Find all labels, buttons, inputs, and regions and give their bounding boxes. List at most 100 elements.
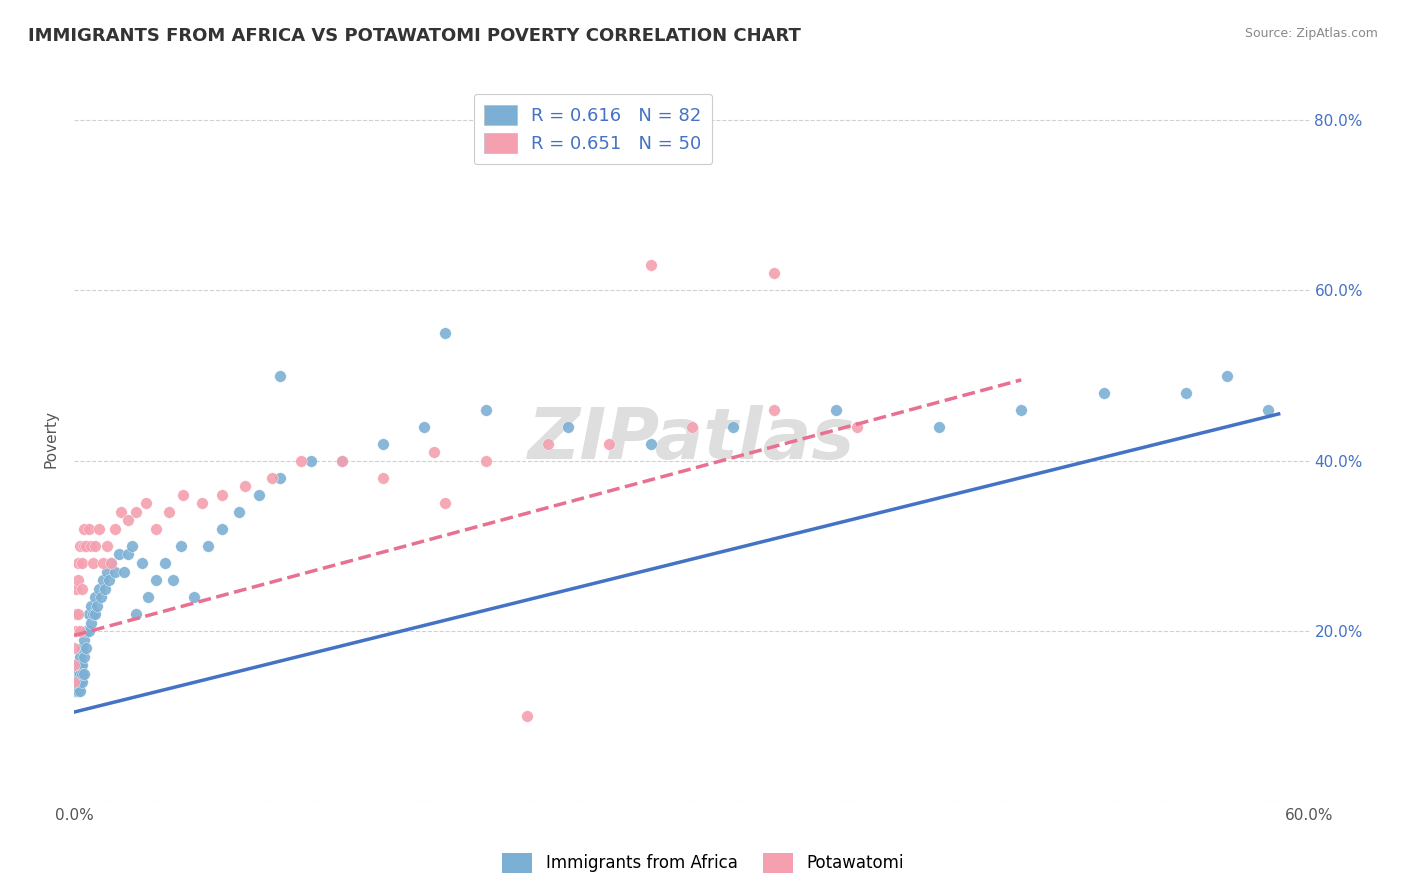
Point [67, 573, 90, 587]
Point [475, 402, 498, 417]
Point [67, 607, 90, 621]
Point [233, 479, 256, 493]
Point [157, 505, 180, 519]
Point [67, 675, 90, 690]
Point [172, 488, 194, 502]
Point [162, 573, 184, 587]
Point [65, 624, 87, 639]
Point [77, 522, 100, 536]
Point [640, 436, 662, 450]
Point [63, 666, 86, 681]
Point [63, 658, 86, 673]
Point [433, 496, 456, 510]
Y-axis label: Poverty: Poverty [44, 410, 58, 468]
Point [94, 582, 117, 596]
Point [65, 666, 87, 681]
Point [598, 436, 620, 450]
Point [63, 675, 86, 690]
Point [63, 675, 86, 690]
Point [72, 658, 94, 673]
Point [73, 539, 96, 553]
Point [112, 565, 135, 579]
Point [73, 632, 96, 647]
Point [67, 675, 90, 690]
Point [63, 658, 86, 673]
Point [330, 454, 353, 468]
Point [136, 590, 159, 604]
Point [1092, 385, 1115, 400]
Point [73, 666, 96, 681]
Point [211, 488, 233, 502]
Point [69, 666, 91, 681]
Point [69, 649, 91, 664]
Point [131, 556, 153, 570]
Point [67, 683, 90, 698]
Point [82, 607, 104, 621]
Point [247, 488, 270, 502]
Point [65, 675, 87, 690]
Point [423, 445, 446, 459]
Point [145, 522, 167, 536]
Point [290, 454, 312, 468]
Point [330, 454, 353, 468]
Point [121, 539, 143, 553]
Point [69, 675, 91, 690]
Point [475, 454, 498, 468]
Point [763, 402, 786, 417]
Point [170, 539, 193, 553]
Point [260, 471, 283, 485]
Point [96, 565, 118, 579]
Point [183, 590, 205, 604]
Point [73, 522, 96, 536]
Point [67, 666, 90, 681]
Text: IMMIGRANTS FROM AFRICA VS POTAWATOMI POVERTY CORRELATION CHART: IMMIGRANTS FROM AFRICA VS POTAWATOMI POV… [28, 27, 801, 45]
Legend: R = 0.616   N = 82, R = 0.651   N = 50: R = 0.616 N = 82, R = 0.651 N = 50 [474, 94, 713, 164]
Point [72, 641, 94, 656]
Point [1257, 402, 1279, 417]
Point [79, 599, 101, 613]
Point [299, 454, 322, 468]
Point [96, 539, 118, 553]
Point [371, 471, 394, 485]
Point [145, 573, 167, 587]
Point [79, 539, 101, 553]
Point [681, 419, 703, 434]
Point [433, 326, 456, 340]
Point [73, 649, 96, 664]
Point [91, 556, 114, 570]
Point [98, 573, 121, 587]
Point [75, 641, 97, 656]
Point [63, 675, 86, 690]
Point [65, 658, 87, 673]
Point [269, 368, 291, 383]
Text: ZIPatlas: ZIPatlas [529, 405, 855, 474]
Point [845, 419, 868, 434]
Point [75, 624, 97, 639]
Point [1216, 368, 1239, 383]
Point [65, 675, 87, 690]
Legend: Immigrants from Africa, Potawatomi: Immigrants from Africa, Potawatomi [496, 847, 910, 880]
Point [72, 675, 94, 690]
Point [197, 539, 219, 553]
Point [72, 556, 94, 570]
Point [65, 607, 87, 621]
Point [83, 590, 105, 604]
Point [65, 683, 87, 698]
Point [72, 582, 94, 596]
Point [190, 496, 212, 510]
Point [117, 513, 139, 527]
Point [87, 522, 110, 536]
Point [91, 573, 114, 587]
Point [100, 556, 122, 570]
Point [117, 548, 139, 562]
Point [77, 607, 100, 621]
Point [537, 436, 560, 450]
Point [135, 496, 157, 510]
Point [65, 666, 87, 681]
Point [83, 607, 105, 621]
Point [104, 565, 127, 579]
Point [516, 709, 538, 723]
Point [104, 522, 127, 536]
Point [83, 539, 105, 553]
Point [69, 539, 91, 553]
